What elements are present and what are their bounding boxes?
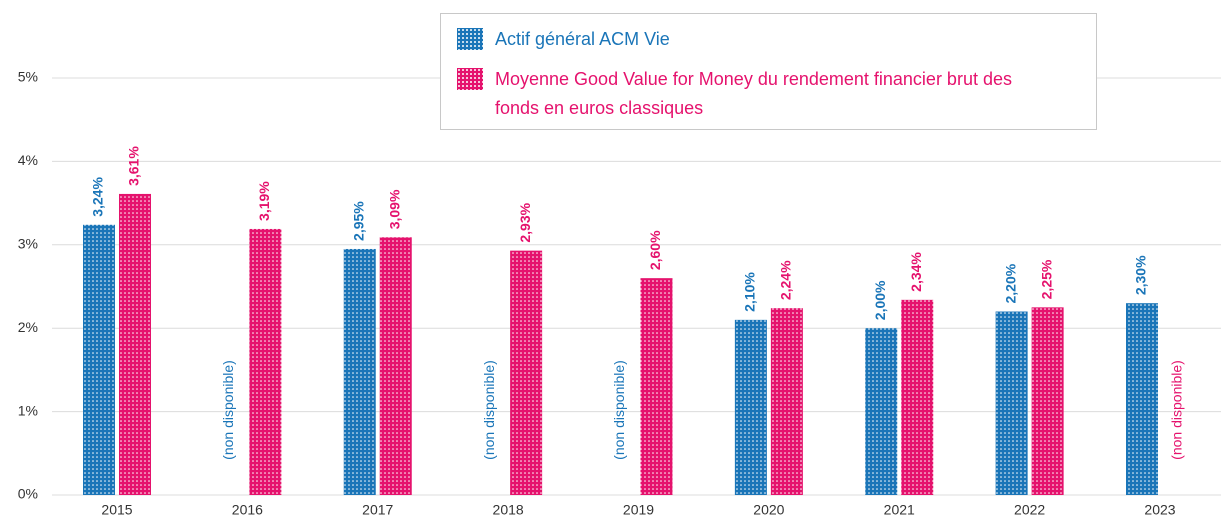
value-label: 2,20%	[1002, 263, 1018, 303]
x-tick-label: 2019	[623, 502, 654, 518]
value-label: 2,95%	[350, 201, 366, 241]
value-label: 2,93%	[517, 202, 533, 242]
y-tick-label: 2%	[18, 319, 38, 335]
legend-label: Moyenne Good Value for Money du rendemen…	[495, 69, 1012, 118]
y-tick-label: 0%	[18, 486, 38, 502]
bar	[734, 319, 767, 495]
legend: Actif général ACM Vie Moyenne Good Value …	[440, 13, 1097, 130]
x-tick-label: 2015	[101, 502, 132, 518]
value-label: 3,24%	[90, 177, 106, 217]
value-label: 2,24%	[778, 260, 794, 300]
bar	[119, 193, 151, 495]
value-label: 2,25%	[1038, 259, 1054, 299]
legend-swatch	[457, 28, 483, 50]
x-tick-label: 2016	[232, 502, 263, 518]
bar	[1031, 307, 1064, 495]
bar	[510, 250, 543, 495]
value-label: 3,19%	[256, 181, 272, 221]
bar	[901, 299, 934, 495]
bar	[343, 248, 376, 495]
bar	[379, 237, 412, 495]
legend-item: Moyenne Good Value for Money du rendemen…	[457, 68, 1080, 123]
legend-item: Actif général ACM Vie	[457, 28, 1080, 54]
bar	[770, 308, 803, 495]
y-tick-label: 3%	[18, 236, 38, 252]
legend-label: Actif général ACM Vie	[495, 29, 670, 49]
bar	[249, 228, 282, 496]
bar	[83, 224, 115, 495]
x-tick-label: 2018	[493, 502, 524, 518]
y-tick-label: 1%	[18, 402, 38, 418]
x-tick-label: 2020	[753, 502, 784, 518]
bar	[1126, 303, 1158, 495]
value-label: 3,09%	[386, 189, 402, 229]
value-label: 2,34%	[908, 252, 924, 292]
x-tick-label: 2022	[1014, 502, 1045, 518]
bar	[640, 278, 673, 495]
unavailable-label: (non disponible)	[481, 360, 497, 460]
bar	[865, 328, 898, 495]
y-tick-label: 4%	[18, 152, 38, 168]
value-label: 2,10%	[742, 272, 758, 312]
value-label: 3,61%	[126, 146, 142, 186]
x-tick-label: 2021	[884, 502, 915, 518]
x-tick-label: 2017	[362, 502, 393, 518]
value-label: 2,30%	[1133, 255, 1149, 295]
value-label: 2,00%	[872, 280, 888, 320]
unavailable-label: (non disponible)	[220, 360, 236, 460]
unavailable-label: (non disponible)	[1169, 360, 1185, 460]
legend-swatch	[457, 68, 483, 90]
y-tick-label: 5%	[18, 69, 38, 85]
unavailable-label: (non disponible)	[611, 360, 627, 460]
x-tick-label: 2023	[1144, 502, 1175, 518]
value-label: 2,60%	[647, 230, 663, 270]
bar	[995, 311, 1028, 495]
